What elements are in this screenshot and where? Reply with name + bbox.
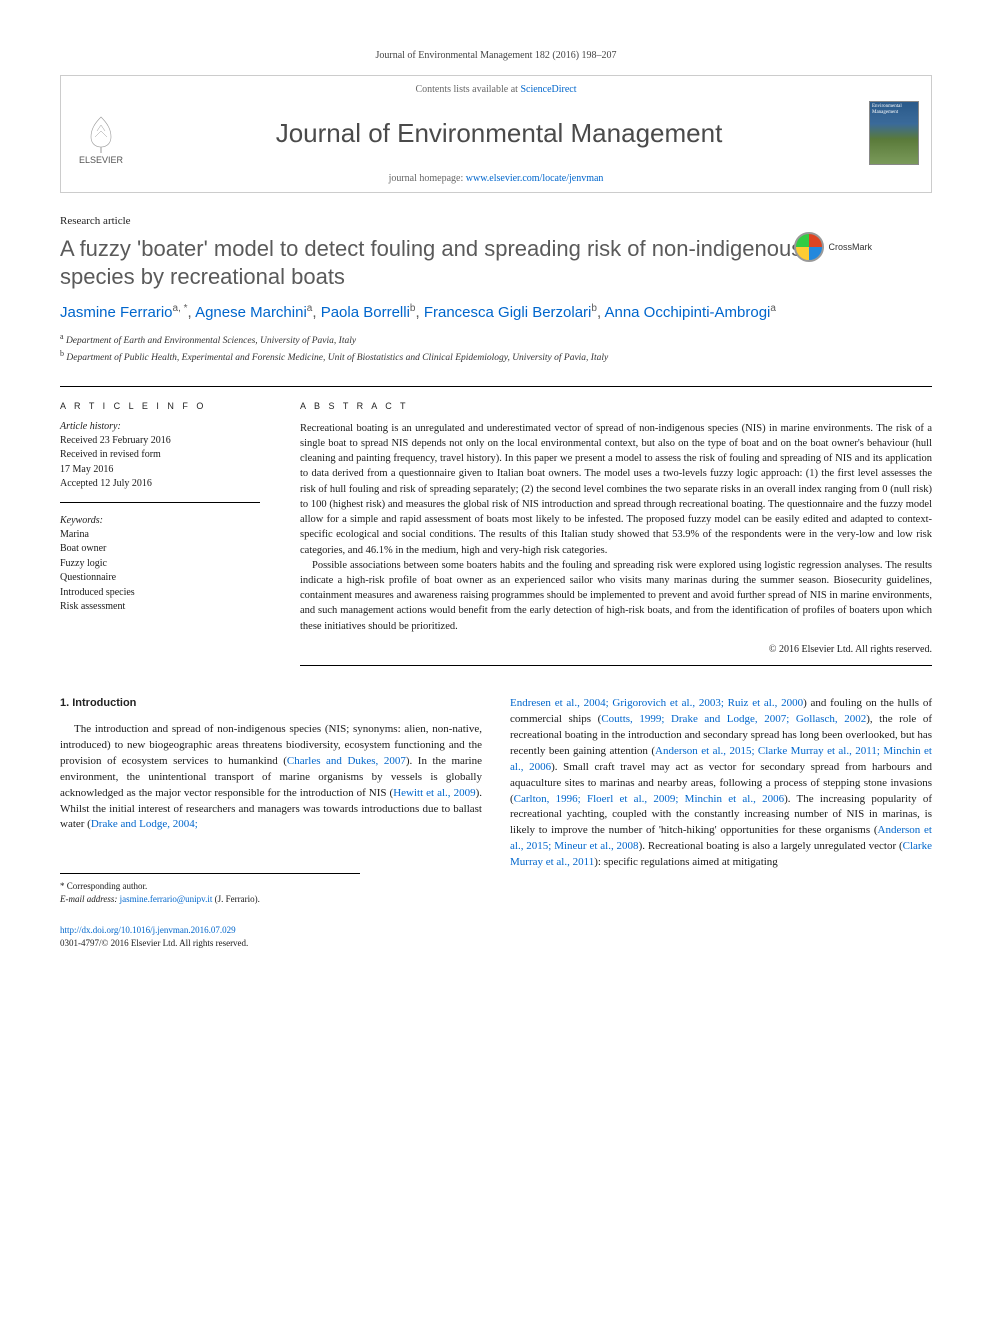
copyright-line: © 2016 Elsevier Ltd. All rights reserved… xyxy=(300,644,932,655)
elsevier-wordmark: ELSEVIER xyxy=(79,155,123,165)
affiliations: a Department of Earth and Environmental … xyxy=(60,331,932,366)
article-info-heading: A R T I C L E I N F O xyxy=(60,401,260,411)
author-aff-marker: b xyxy=(591,303,597,314)
section-heading-introduction: 1. Introduction xyxy=(60,696,482,712)
keyword: Fuzzy logic xyxy=(60,557,260,572)
citation-link[interactable]: Coutts, 1999; Drake and Lodge, 2007; Gol… xyxy=(601,713,866,725)
affiliation: a Department of Earth and Environmental … xyxy=(60,331,932,348)
email-link[interactable]: jasmine.ferrario@unipv.it xyxy=(120,894,213,904)
sciencedirect-link[interactable]: ScienceDirect xyxy=(520,84,576,95)
elsevier-tree-icon xyxy=(81,113,121,153)
article-type: Research article xyxy=(60,215,932,227)
keyword: Questionnaire xyxy=(60,571,260,586)
author-link[interactable]: Paola Borrelli xyxy=(321,304,410,321)
author-aff-marker: a, * xyxy=(173,303,188,314)
homepage-link[interactable]: www.elsevier.com/locate/jenvman xyxy=(466,173,604,184)
body-paragraph: Endresen et al., 2004; Grigorovich et al… xyxy=(510,696,932,871)
keywords-label: Keywords: xyxy=(60,515,260,526)
homepage-line: journal homepage: www.elsevier.com/locat… xyxy=(73,173,919,184)
history-label: Article history: xyxy=(60,421,260,432)
citation-link[interactable]: Hewitt et al., 2009 xyxy=(393,787,475,799)
journal-header-box: Contents lists available at ScienceDirec… xyxy=(60,75,932,193)
keyword: Introduced species xyxy=(60,586,260,601)
article-info-column: A R T I C L E I N F O Article history: R… xyxy=(60,386,260,666)
top-citation: Journal of Environmental Management 182 … xyxy=(60,50,932,61)
journal-cover-thumbnail: Environmental Management xyxy=(869,101,919,165)
corresponding-label: * Corresponding author. xyxy=(60,880,360,893)
body-paragraph: The introduction and spread of non-indig… xyxy=(60,722,482,834)
keywords-block: Keywords: Marina Boat owner Fuzzy logic … xyxy=(60,515,260,615)
history-item: 17 May 2016 xyxy=(60,463,260,478)
contents-available-line: Contents lists available at ScienceDirec… xyxy=(73,84,919,95)
body-column-left: 1. Introduction The introduction and spr… xyxy=(60,696,482,950)
abstract-column: A B S T R A C T Recreational boating is … xyxy=(300,386,932,666)
history-item: Received in revised form xyxy=(60,448,260,463)
abstract-bottom-rule xyxy=(300,665,932,666)
homepage-prefix: journal homepage: xyxy=(389,173,466,184)
elsevier-logo: ELSEVIER xyxy=(73,101,129,165)
author-link[interactable]: Agnese Marchini xyxy=(195,304,307,321)
history-item: Accepted 12 July 2016 xyxy=(60,477,260,492)
bottom-meta: http://dx.doi.org/10.1016/j.jenvman.2016… xyxy=(60,924,482,949)
citation-link[interactable]: Charles and Dukes, 2007 xyxy=(287,755,406,767)
abstract-paragraph: Recreational boating is an unregulated a… xyxy=(300,421,932,558)
author-aff-marker: b xyxy=(410,303,416,314)
affiliation: b Department of Public Health, Experimen… xyxy=(60,348,932,365)
crossmark-badge[interactable]: CrossMark xyxy=(794,232,872,262)
author-link[interactable]: Francesca Gigli Berzolari xyxy=(424,304,592,321)
abstract-heading: A B S T R A C T xyxy=(300,401,932,411)
crossmark-label: CrossMark xyxy=(828,242,872,252)
history-item: Received 23 February 2016 xyxy=(60,434,260,449)
crossmark-icon xyxy=(794,232,824,262)
article-history: Article history: Received 23 February 20… xyxy=(60,421,260,503)
citation-link[interactable]: Endresen et al., 2004; Grigorovich et al… xyxy=(510,697,803,709)
doi-link[interactable]: http://dx.doi.org/10.1016/j.jenvman.2016… xyxy=(60,925,236,935)
author-link[interactable]: Jasmine Ferrario xyxy=(60,304,173,321)
contents-prefix: Contents lists available at xyxy=(415,84,520,95)
abstract-paragraph: Possible associations between some boate… xyxy=(300,558,932,634)
body-column-right: Endresen et al., 2004; Grigorovich et al… xyxy=(510,696,932,950)
author-list: Jasmine Ferrarioa, *, Agnese Marchinia, … xyxy=(60,302,932,323)
keyword: Marina xyxy=(60,528,260,543)
keyword: Risk assessment xyxy=(60,600,260,615)
citation-link[interactable]: Drake and Lodge, 2004; xyxy=(91,818,198,830)
corresponding-author-footer: * Corresponding author. E-mail address: … xyxy=(60,873,360,906)
keyword: Boat owner xyxy=(60,542,260,557)
author-aff-marker: a xyxy=(770,303,776,314)
cover-text: Environmental Management xyxy=(870,102,918,117)
issn-copyright: 0301-4797/© 2016 Elsevier Ltd. All right… xyxy=(60,937,482,950)
abstract-text: Recreational boating is an unregulated a… xyxy=(300,421,932,634)
journal-title: Journal of Environmental Management xyxy=(276,118,723,149)
email-line: E-mail address: jasmine.ferrario@unipv.i… xyxy=(60,893,360,906)
author-link[interactable]: Anna Occhipinti-Ambrogi xyxy=(604,304,770,321)
citation-link[interactable]: Carlton, 1996; Floerl et al., 2009; Minc… xyxy=(514,793,784,805)
author-aff-marker: a xyxy=(307,303,313,314)
